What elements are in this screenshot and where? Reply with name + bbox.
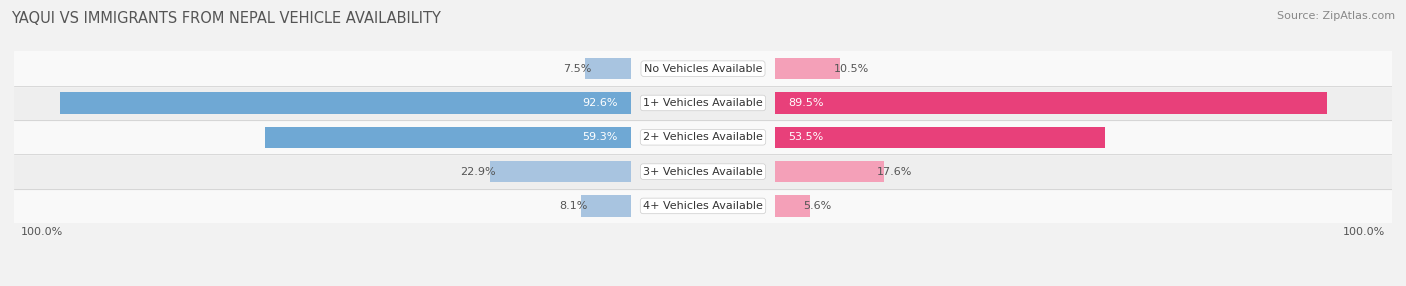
- Text: YAQUI VS IMMIGRANTS FROM NEPAL VEHICLE AVAILABILITY: YAQUI VS IMMIGRANTS FROM NEPAL VEHICLE A…: [11, 11, 441, 26]
- Text: 8.1%: 8.1%: [560, 201, 588, 211]
- Bar: [581, 195, 631, 217]
- Text: No Vehicles Available: No Vehicles Available: [644, 64, 762, 74]
- Bar: [775, 161, 884, 182]
- Text: Source: ZipAtlas.com: Source: ZipAtlas.com: [1277, 11, 1395, 21]
- Bar: [585, 58, 631, 79]
- Text: 5.6%: 5.6%: [803, 201, 831, 211]
- Text: 89.5%: 89.5%: [789, 98, 824, 108]
- Bar: [14, 120, 1392, 154]
- Text: 22.9%: 22.9%: [461, 167, 496, 176]
- Legend: Yaqui, Immigrants from Nepal: Yaqui, Immigrants from Nepal: [579, 283, 827, 286]
- Text: 7.5%: 7.5%: [562, 64, 591, 74]
- Text: 4+ Vehicles Available: 4+ Vehicles Available: [643, 201, 763, 211]
- Bar: [14, 189, 1392, 223]
- Text: 92.6%: 92.6%: [582, 98, 617, 108]
- Bar: [775, 58, 839, 79]
- Bar: [14, 86, 1392, 120]
- Text: 100.0%: 100.0%: [21, 227, 63, 237]
- Text: 2+ Vehicles Available: 2+ Vehicles Available: [643, 132, 763, 142]
- Bar: [59, 92, 631, 114]
- Text: 53.5%: 53.5%: [789, 132, 824, 142]
- Text: 100.0%: 100.0%: [1343, 227, 1385, 237]
- Bar: [775, 127, 1105, 148]
- Text: 17.6%: 17.6%: [877, 167, 912, 176]
- Text: 3+ Vehicles Available: 3+ Vehicles Available: [643, 167, 763, 176]
- Bar: [489, 161, 631, 182]
- Bar: [14, 51, 1392, 86]
- Bar: [775, 92, 1327, 114]
- Bar: [775, 195, 810, 217]
- Bar: [14, 154, 1392, 189]
- Text: 59.3%: 59.3%: [582, 132, 617, 142]
- Text: 10.5%: 10.5%: [834, 64, 869, 74]
- Bar: [266, 127, 631, 148]
- Text: 1+ Vehicles Available: 1+ Vehicles Available: [643, 98, 763, 108]
